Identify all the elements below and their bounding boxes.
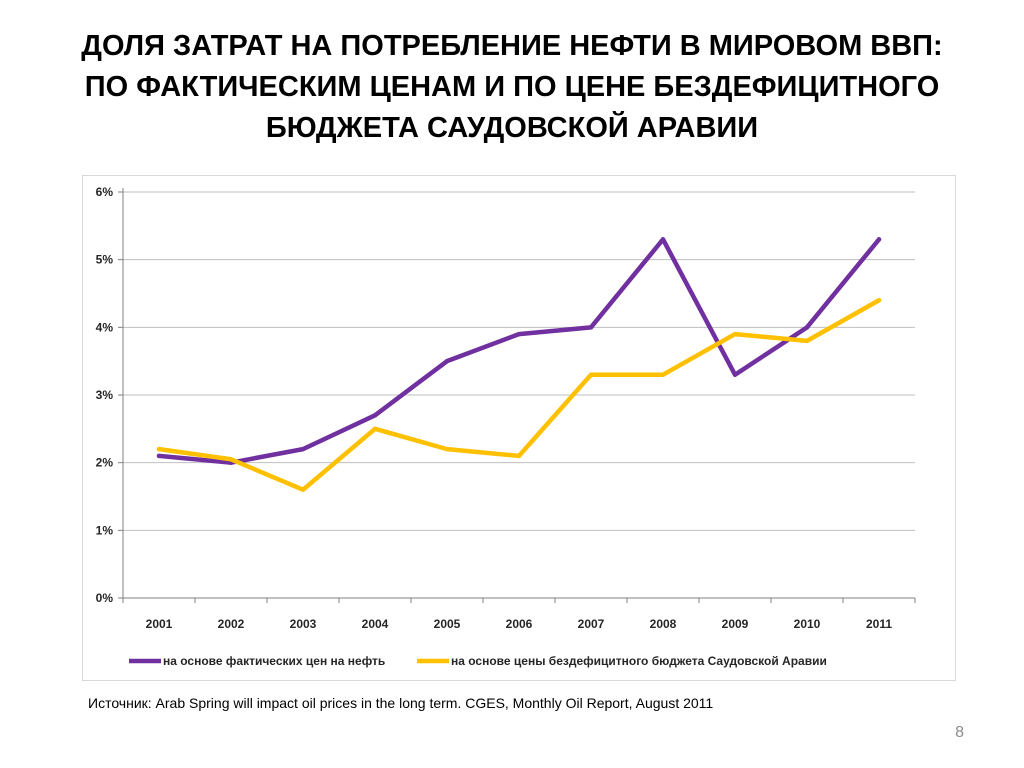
line-chart: 0% 1% 2% 3% 4% 5% 6% 2001 2002 2003 2004 2005 2006 20… (82, 175, 956, 681)
series-2-point (588, 372, 594, 377)
y-tick-label: 5% (96, 253, 114, 267)
series-1-point (660, 237, 666, 242)
title-line-1: ДОЛЯ ЗАТРАТ НА ПОТРЕБЛЕНИЕ НЕФТИ В МИРОВ… (81, 30, 943, 62)
y-tick-label: 6% (96, 185, 114, 199)
series-1-point (156, 453, 162, 459)
series-1-point (588, 325, 594, 330)
title-line-3: БЮДЖЕТА САУДОВСКОЙ АРАВИИ (265, 112, 759, 144)
series-2-point (300, 487, 306, 492)
x-tick-label: 2007 (578, 617, 605, 631)
x-tick-label: 2001 (146, 617, 173, 631)
title-line-2: ПО ФАКТИЧЕСКИМ ЦЕНАМ И ПО ЦЕНЕ БЕЗДЕФИЦИ… (84, 71, 940, 103)
y-tick-label: 2% (96, 456, 114, 470)
source-note: Источник: Arab Spring will impact oil pr… (88, 695, 714, 711)
x-tick-label: 2006 (506, 617, 533, 631)
y-tick-label: 1% (96, 523, 114, 537)
series-1-point (444, 358, 450, 364)
series-1-point (876, 237, 882, 242)
series-1-point (300, 446, 306, 452)
series-2-point (660, 372, 666, 377)
series-2-point (804, 338, 810, 344)
series-line-1 (156, 237, 882, 465)
page-number: 8 (955, 724, 964, 741)
y-tick-label: 0% (96, 591, 114, 605)
x-tick-label: 2005 (434, 617, 461, 631)
x-tick-label: 2011 (866, 617, 892, 631)
x-tick-label: 2010 (794, 617, 821, 631)
series-2-point (228, 457, 234, 462)
chart-canvas: 0% 1% 2% 3% 4% 5% 6% 2001 2002 2003 2004 2005 2006 20… (96, 185, 916, 668)
series-2-point (372, 426, 378, 432)
y-tick-label: 4% (96, 320, 114, 334)
series-1-point (372, 413, 378, 418)
y-tick-label: 3% (96, 388, 114, 402)
slide-title: ДОЛЯ ЗАТРАТ НА ПОТРЕБЛЕНИЕ НЕФТИ В МИРОВ… (40, 26, 984, 149)
x-tick-label: 2004 (362, 617, 389, 631)
x-tick-label: 2009 (722, 617, 749, 631)
series-2-point (516, 453, 522, 459)
series-2-point (156, 446, 162, 452)
series-1-point (732, 372, 738, 377)
x-tick-label: 2002 (218, 617, 245, 631)
series-1-point (516, 331, 522, 337)
x-tick-label: 2008 (650, 617, 677, 631)
legend-label-1: на основе фактических цен на нефть (163, 654, 385, 668)
series-2-point (732, 331, 738, 337)
series-2-point (444, 446, 450, 452)
x-tick-label: 2003 (290, 617, 317, 631)
series-1-point (804, 325, 810, 330)
series-2-point (876, 298, 882, 303)
legend-label-2: на основе цены бездефицитного бюджета Са… (451, 654, 827, 668)
